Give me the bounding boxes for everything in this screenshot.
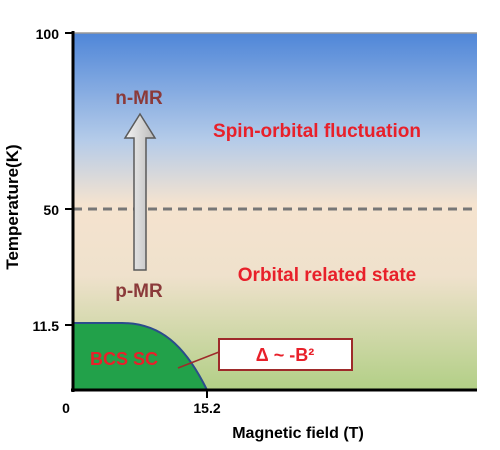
p-mr-label: p-MR (115, 281, 163, 302)
x-axis-label: Magnetic field (T) (232, 425, 364, 442)
spin-orbital-label: Spin-orbital fluctuation (213, 121, 421, 142)
n-mr-label: n-MR (115, 88, 163, 109)
y-tick-label-11-5: 11.5 (33, 318, 60, 334)
callout-box (218, 338, 353, 371)
callout-leader-line (177, 351, 220, 369)
bcs-sc-label: BCS SC (90, 349, 158, 369)
y-tick-label-100: 100 (36, 26, 60, 42)
orbital-state-label: Orbital related state (238, 265, 416, 286)
y-axis-label: Temperature(K) (3, 144, 22, 270)
callout-text: Δ ~ -B² (256, 345, 314, 365)
origin-label: 0 (62, 400, 70, 416)
up-arrow-icon (123, 112, 157, 271)
x-tick-label-15-2: 15.2 (193, 400, 220, 416)
y-tick-label-50: 50 (43, 202, 59, 218)
